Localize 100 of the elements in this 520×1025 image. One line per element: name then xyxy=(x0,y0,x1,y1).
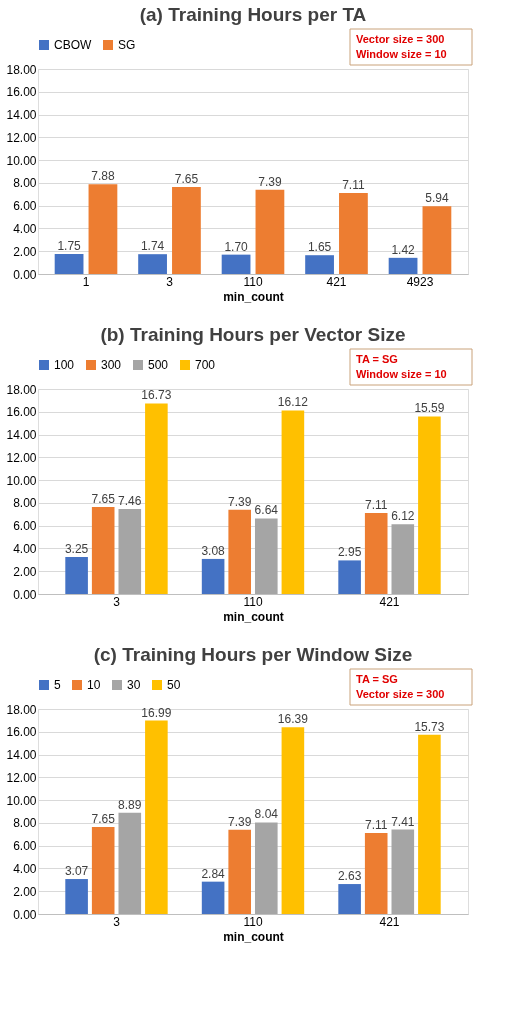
y-tick-label: 10.00 xyxy=(6,793,37,808)
legend-label: SG xyxy=(118,38,136,52)
y-tick-label: 8.00 xyxy=(13,496,37,511)
text: TA = SG xyxy=(356,353,398,365)
legend-label: 100 xyxy=(54,358,75,372)
y-tick-label: 0.00 xyxy=(13,267,37,282)
data-label: 7.41 xyxy=(391,814,415,829)
bar xyxy=(339,193,368,274)
data-label: 7.65 xyxy=(174,171,199,186)
data-label: 1.74 xyxy=(140,239,165,254)
y-tick-label: 12.00 xyxy=(6,450,37,465)
x-tick-label: 4923 xyxy=(406,274,434,289)
y-tick-label: 18.00 xyxy=(6,702,37,717)
y-tick-label: 6.00 xyxy=(13,839,37,854)
data-label: 7.11 xyxy=(364,498,388,513)
data-label: 8.89 xyxy=(118,797,142,812)
data-label: 5.94 xyxy=(425,191,449,206)
bar xyxy=(172,186,201,274)
y-tick-label: 2.00 xyxy=(13,244,37,259)
data-label: 7.39 xyxy=(258,174,282,189)
y-tick-label: 12.00 xyxy=(6,770,37,785)
y-tick-label: 10.00 xyxy=(6,153,37,168)
data-label: 15.59 xyxy=(414,401,445,416)
bar xyxy=(254,518,278,594)
bar xyxy=(364,833,388,914)
data-label: 16.99 xyxy=(141,705,172,720)
y-tick-label: 0.00 xyxy=(13,907,37,922)
y-tick-label: 0.00 xyxy=(13,587,37,602)
data-label: 16.73 xyxy=(141,388,172,403)
data-label: 16.39 xyxy=(277,712,309,727)
x-tick-label: 3 xyxy=(113,914,121,929)
y-tick-label: 16.00 xyxy=(6,85,37,100)
x-tick-label: 110 xyxy=(243,274,263,289)
data-label: 2.95 xyxy=(337,545,362,560)
y-tick-label: 16.00 xyxy=(6,405,37,420)
x-axis-title: min_count xyxy=(223,609,284,624)
bar xyxy=(255,189,285,274)
data-label: 3.08 xyxy=(201,543,226,558)
data-label: 3.25 xyxy=(64,541,89,556)
legend-label: 500 xyxy=(148,358,169,372)
bar xyxy=(138,254,167,274)
text: Window size = 10 xyxy=(356,48,447,60)
data-label: 6.64 xyxy=(254,503,279,518)
bar xyxy=(281,727,305,914)
y-tick-label: 18.00 xyxy=(6,382,37,397)
y-tick-label: 8.00 xyxy=(13,176,37,191)
x-tick-label: 1 xyxy=(82,274,90,289)
bar xyxy=(91,506,115,594)
y-tick-label: 2.00 xyxy=(13,564,37,579)
data-label: 1.65 xyxy=(307,240,332,255)
bar xyxy=(391,524,415,594)
bar xyxy=(228,829,252,914)
x-tick-label: 110 xyxy=(243,594,263,609)
bar xyxy=(65,879,88,914)
bar xyxy=(88,184,118,274)
bar xyxy=(388,257,418,274)
legend-label: 5 xyxy=(54,678,61,692)
y-tick-label: 4.00 xyxy=(13,221,37,236)
bar xyxy=(418,734,441,914)
data-label: 7.11 xyxy=(364,818,388,833)
y-tick-label: 10.00 xyxy=(6,473,37,488)
bar xyxy=(145,403,168,594)
chart-title: (a) Training Hours per TA xyxy=(139,3,367,25)
data-label: 7.39 xyxy=(228,814,252,829)
y-tick-label: 4.00 xyxy=(13,861,37,876)
data-label: 15.73 xyxy=(414,719,445,734)
bar xyxy=(364,513,388,594)
x-axis-title: min_count xyxy=(223,929,284,944)
y-tick-label: 14.00 xyxy=(6,428,37,443)
text: TA = SG xyxy=(356,673,398,685)
bar xyxy=(418,416,441,594)
y-tick-label: 6.00 xyxy=(13,199,37,214)
bar xyxy=(254,822,278,914)
data-label: 16.12 xyxy=(277,395,309,410)
bar xyxy=(338,884,361,914)
x-tick-label: 3 xyxy=(113,594,121,609)
legend-label: 50 xyxy=(167,678,181,692)
bar xyxy=(228,509,252,594)
y-tick-label: 14.00 xyxy=(6,108,37,123)
y-tick-label: 18.00 xyxy=(6,62,37,77)
chart-title: (b) Training Hours per Vector Size xyxy=(100,323,406,345)
y-tick-label: 16.00 xyxy=(6,725,37,740)
data-label: 7.11 xyxy=(342,178,365,193)
legend-label: 300 xyxy=(101,358,122,372)
data-label: 8.04 xyxy=(254,807,279,822)
data-label: 7.39 xyxy=(228,494,252,509)
data-label: 6.12 xyxy=(391,509,415,524)
x-tick-label: 3 xyxy=(166,274,174,289)
data-label: 1.70 xyxy=(224,239,249,254)
bar xyxy=(201,558,225,594)
legend-label: 30 xyxy=(127,678,141,692)
bar xyxy=(422,206,452,274)
y-tick-label: 6.00 xyxy=(13,519,37,534)
bar xyxy=(54,254,84,274)
bar xyxy=(118,812,142,914)
bar xyxy=(201,881,225,914)
y-tick-label: 8.00 xyxy=(13,816,37,831)
legend-label: 700 xyxy=(195,358,216,372)
bar xyxy=(65,556,88,594)
x-axis-title: min_count xyxy=(223,289,284,304)
